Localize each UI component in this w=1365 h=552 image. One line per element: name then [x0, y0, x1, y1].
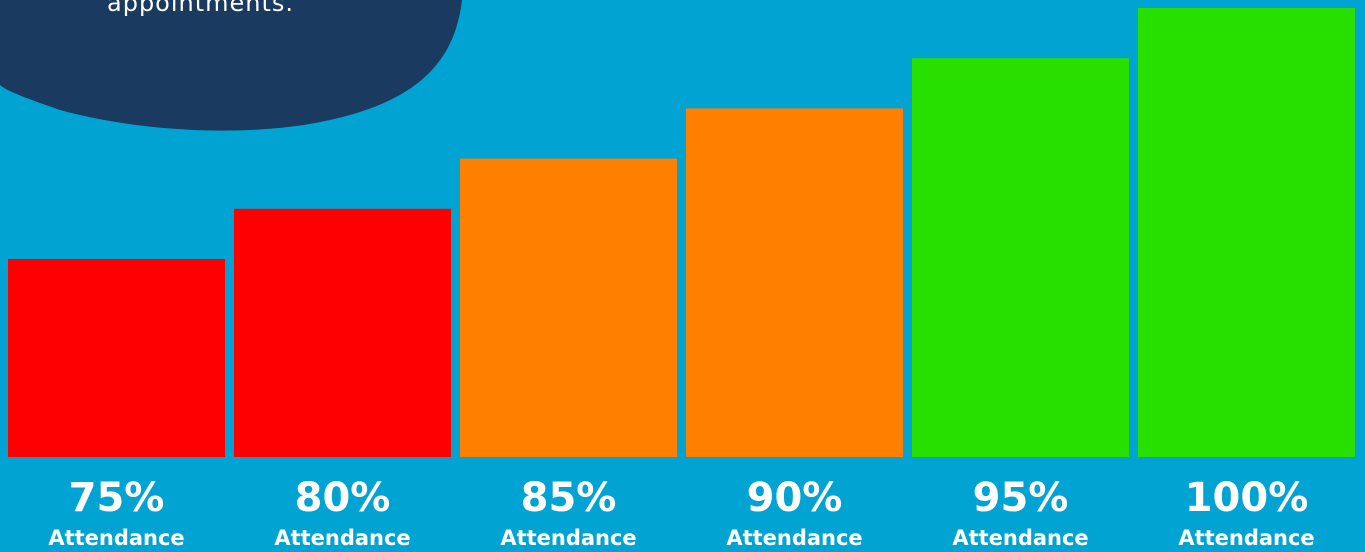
attendance-label: Attendance: [500, 526, 636, 550]
percent-label: 80%: [295, 475, 391, 521]
bar-100-pct: [1138, 8, 1355, 457]
attendance-label: Attendance: [952, 526, 1088, 550]
percent-label: 90%: [747, 475, 843, 521]
callout-blob: [0, 0, 462, 131]
bar-85-pct: [460, 158, 677, 457]
percent-label: 100%: [1185, 475, 1309, 521]
bar-90-pct: [686, 108, 903, 458]
percent-label: 75%: [69, 475, 165, 521]
callout-text: appointments.: [107, 0, 294, 17]
bar-95-pct: [912, 58, 1129, 457]
percent-label: 85%: [521, 475, 617, 521]
attendance-label: Attendance: [726, 526, 862, 550]
percent-label: 95%: [973, 475, 1069, 521]
attendance-label: Attendance: [48, 526, 184, 550]
bars-group: [8, 8, 1355, 458]
attendance-label: Attendance: [274, 526, 410, 550]
bar-75-pct: [8, 259, 225, 457]
category-labels-group: 75% Attendance 80% Attendance 85% Attendance 9…: [48, 475, 1314, 550]
bar-80-pct: [234, 208, 451, 457]
attendance-label: Attendance: [1178, 526, 1314, 550]
